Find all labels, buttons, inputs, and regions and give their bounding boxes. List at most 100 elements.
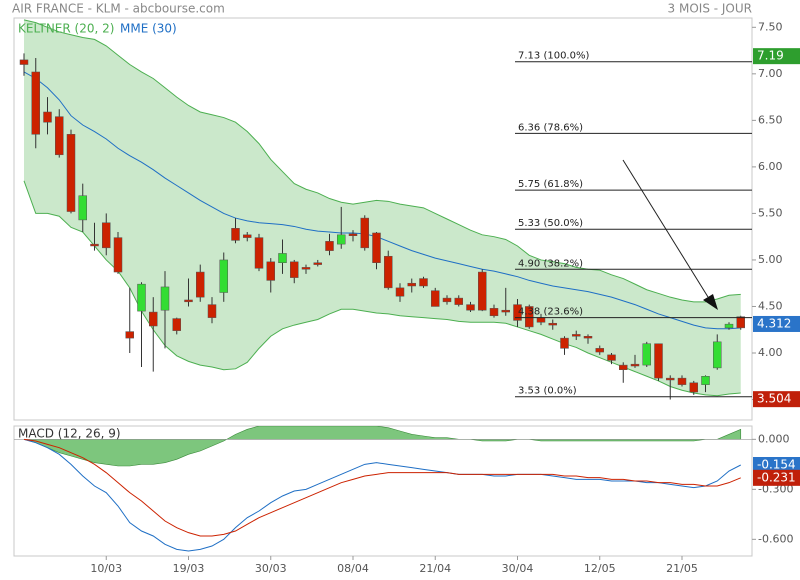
- fib-label: 5.33 (50.0%): [518, 218, 583, 229]
- price-tag: [753, 48, 800, 65]
- price-tag-label: -0.231: [757, 470, 796, 484]
- fib-label: 7.13 (100.0%): [518, 51, 589, 62]
- fib-label: 4.90 (38.2%): [518, 258, 583, 269]
- y-tick-label: 4.50: [758, 299, 783, 312]
- x-tick-label: 30/04: [502, 562, 534, 575]
- candle-body: [137, 283, 146, 312]
- candle-body: [478, 271, 487, 311]
- x-tick-label: 12/05: [584, 562, 616, 575]
- period-label: 3 MOIS - JOUR: [668, 2, 752, 16]
- candle-body: [102, 222, 111, 249]
- candle-body: [325, 241, 334, 251]
- candle-body: [372, 232, 381, 263]
- candle-body: [66, 134, 76, 212]
- candle-body: [301, 267, 311, 270]
- candle-body: [583, 336, 593, 339]
- x-tick-label: 10/03: [90, 562, 122, 575]
- candle-body: [560, 337, 569, 349]
- price-tag-label: 4.312: [757, 316, 791, 330]
- y-tick-label: 7.50: [758, 20, 783, 33]
- price-tag-label: 7.19: [757, 49, 784, 63]
- candle-body: [90, 243, 99, 247]
- candle-body: [231, 228, 240, 241]
- macd-plot: [14, 426, 752, 552]
- candle-body: [160, 286, 170, 311]
- price-tag: [753, 469, 800, 486]
- candle-body: [348, 233, 358, 236]
- fib-label: 5.75 (61.8%): [518, 179, 583, 190]
- price-tag: [753, 457, 800, 473]
- band-line: [23, 19, 741, 303]
- legend-entry: MACD (12, 26, 9): [18, 427, 121, 441]
- macd-histogram: [23, 426, 742, 467]
- candle-body: [219, 259, 228, 293]
- y-tick-label: 6.50: [758, 113, 783, 126]
- legend-entry: MME (30): [120, 22, 177, 36]
- candle-body: [31, 71, 40, 135]
- candle-body: [419, 278, 428, 287]
- candle-body: [489, 308, 499, 317]
- candle-body: [466, 304, 475, 311]
- y-tick-label: 5.00: [758, 253, 783, 266]
- macd-panel-frame: [13, 425, 753, 557]
- candle-body: [172, 318, 181, 331]
- candle-body: [454, 297, 463, 305]
- fib-label: 4.38 (23.6%): [518, 307, 583, 318]
- candle-body: [125, 331, 134, 339]
- candle-body: [278, 253, 287, 263]
- candle-body: [548, 322, 557, 326]
- price-tag: [753, 315, 800, 332]
- candle-body: [55, 116, 64, 156]
- candle-body: [736, 316, 745, 329]
- candle-body: [666, 377, 675, 381]
- candle-body: [395, 287, 405, 297]
- candle-body: [701, 376, 710, 385]
- labels: 7.13 (100.0%) 6.36 (78.6%) 5.75 (61.8%) 5.3…: [18, 20, 800, 575]
- candle-body: [290, 261, 299, 278]
- legend-entry: KELTNER (20, 2): [18, 22, 114, 36]
- candle-body: [642, 343, 651, 366]
- candle-body: [43, 111, 52, 123]
- candle-body: [243, 234, 252, 238]
- fib-label: 3.53 (0.0%): [518, 386, 577, 397]
- candle-body: [654, 343, 663, 379]
- candle-body: [149, 311, 158, 327]
- x-tick-label: 30/03: [255, 562, 287, 575]
- x-tick-label: 08/04: [337, 562, 369, 575]
- fib-label: 6.36 (78.6%): [518, 122, 583, 133]
- annotation-arrow: [622, 159, 709, 298]
- candle-body: [607, 354, 616, 361]
- macd-line: [23, 438, 741, 537]
- macd-line: [23, 438, 741, 552]
- y-tick-label: 0.000: [758, 432, 790, 445]
- y-tick-label: 6.00: [758, 160, 783, 173]
- candle-body: [360, 217, 369, 249]
- candle-body: [407, 282, 416, 287]
- x-tick-label: 19/03: [173, 562, 205, 575]
- y-tick-label: -0.600: [758, 532, 793, 545]
- candle-body: [442, 297, 452, 303]
- candle-body: [207, 304, 217, 318]
- candle-body: [689, 382, 698, 393]
- candle-body: [431, 290, 440, 307]
- candle-body: [266, 261, 275, 281]
- candle-body: [254, 237, 264, 269]
- candle-body: [536, 317, 546, 323]
- candle-body: [501, 309, 510, 313]
- candle-body: [619, 364, 628, 371]
- arrow-head: [703, 294, 718, 310]
- y-tick-label: 4.00: [758, 346, 783, 359]
- main-panel-frame: [13, 17, 753, 421]
- y-tick-label: 5.50: [758, 206, 783, 219]
- candle-body: [525, 306, 534, 328]
- candle-body: [78, 195, 87, 221]
- candle-body: [196, 271, 205, 298]
- moving-average: [23, 71, 741, 330]
- candle-body: [724, 323, 734, 329]
- candle-body: [113, 237, 123, 273]
- y-tick-label: 7.00: [758, 67, 783, 80]
- page-title: AIR FRANCE - KLM - abcbourse.com: [12, 2, 225, 16]
- candle-body: [384, 255, 393, 289]
- x-tick-label: 21/05: [666, 562, 698, 575]
